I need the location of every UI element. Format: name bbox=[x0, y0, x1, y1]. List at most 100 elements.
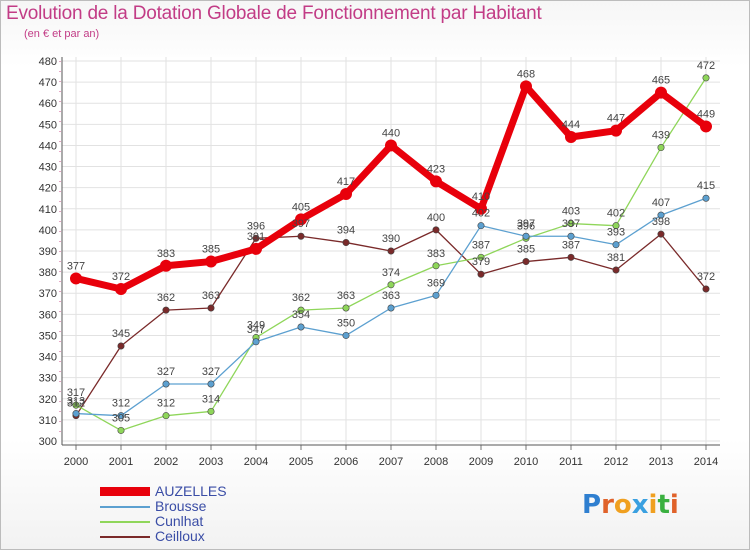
legend-item-ceilloux: Ceilloux bbox=[100, 529, 320, 544]
data-label-ceilloux: 372 bbox=[697, 271, 715, 283]
data-point-ceilloux bbox=[342, 239, 350, 247]
x-tick-label: 2004 bbox=[244, 456, 268, 468]
data-label-brousse: 397 bbox=[562, 218, 580, 230]
logo-letter: P bbox=[582, 490, 602, 520]
data-point-brousse bbox=[702, 194, 710, 202]
data-point-cunlhat bbox=[162, 412, 170, 420]
data-point-ceilloux bbox=[297, 232, 305, 240]
data-point-brousse bbox=[162, 380, 170, 388]
data-label-ceilloux: 396 bbox=[247, 220, 265, 232]
data-point-cunlhat bbox=[432, 262, 440, 270]
data-label-ceilloux: 398 bbox=[652, 216, 670, 228]
logo-letter: i bbox=[648, 490, 658, 520]
data-point-auzelles bbox=[250, 242, 262, 255]
data-point-cunlhat bbox=[117, 426, 125, 434]
data-point-cunlhat bbox=[657, 144, 665, 152]
data-point-auzelles bbox=[340, 188, 352, 200]
data-point-auzelles bbox=[115, 283, 127, 295]
logo-letter: r bbox=[601, 490, 614, 520]
legend-swatch-cunlhat bbox=[100, 521, 150, 523]
data-point-cunlhat bbox=[477, 253, 485, 261]
logo-letter: i bbox=[669, 490, 679, 520]
y-tick-label: 460 bbox=[39, 98, 57, 110]
data-label-cunlhat: 314 bbox=[202, 393, 220, 405]
data-point-cunlhat bbox=[207, 407, 215, 415]
data-label-brousse: 312 bbox=[112, 398, 130, 410]
data-point-brousse bbox=[477, 222, 485, 230]
data-label-cunlhat: 312 bbox=[157, 398, 175, 410]
legend-swatch-auzelles bbox=[100, 487, 150, 496]
data-point-ceilloux bbox=[432, 226, 440, 234]
data-label-ceilloux: 394 bbox=[337, 225, 355, 237]
data-label-brousse: 363 bbox=[382, 290, 400, 302]
data-point-ceilloux bbox=[567, 253, 575, 261]
x-tick-label: 2001 bbox=[109, 456, 133, 468]
data-point-ceilloux bbox=[252, 234, 260, 242]
logo-letter: t bbox=[657, 490, 670, 520]
x-tick-label: 2014 bbox=[694, 456, 718, 468]
data-point-auzelles bbox=[520, 80, 532, 93]
legend-swatch-ceilloux bbox=[100, 536, 150, 538]
proxiti-logo: Proxiti bbox=[582, 490, 679, 520]
data-label-brousse: 327 bbox=[157, 366, 175, 378]
data-point-auzelles bbox=[295, 213, 307, 226]
data-point-ceilloux bbox=[117, 342, 125, 350]
data-label-auzelles: 405 bbox=[292, 201, 310, 213]
data-label-ceilloux: 397 bbox=[292, 218, 310, 230]
data-point-auzelles bbox=[385, 139, 397, 152]
x-tick-label: 2013 bbox=[649, 456, 673, 468]
data-point-brousse bbox=[342, 331, 350, 339]
data-label-brousse: 347 bbox=[247, 324, 265, 336]
y-tick-label: 430 bbox=[39, 162, 57, 174]
y-tick-label: 380 bbox=[39, 267, 57, 279]
data-label-cunlhat: 472 bbox=[697, 60, 715, 72]
x-tick-label: 2000 bbox=[64, 456, 88, 468]
y-tick-label: 350 bbox=[39, 330, 57, 342]
data-point-brousse bbox=[612, 241, 620, 249]
y-tick-label: 300 bbox=[39, 436, 57, 448]
data-label-brousse: 393 bbox=[607, 227, 625, 239]
data-point-auzelles bbox=[700, 120, 712, 133]
data-label-ceilloux: 387 bbox=[562, 239, 580, 251]
data-label-ceilloux: 312 bbox=[67, 398, 85, 410]
data-point-brousse bbox=[207, 380, 215, 388]
data-label-auzelles: 372 bbox=[112, 271, 130, 283]
x-tick-label: 2005 bbox=[289, 456, 313, 468]
y-tick-label: 310 bbox=[39, 415, 57, 427]
data-label-brousse: 407 bbox=[652, 197, 670, 209]
x-tick-label: 2007 bbox=[379, 456, 403, 468]
data-label-auzelles: 391 bbox=[247, 231, 265, 243]
data-point-brousse bbox=[567, 232, 575, 240]
y-tick-label: 410 bbox=[39, 204, 57, 216]
data-label-cunlhat: 363 bbox=[337, 290, 355, 302]
data-label-auzelles: 465 bbox=[652, 75, 670, 87]
data-label-brousse: 369 bbox=[427, 277, 445, 289]
data-label-cunlhat: 349 bbox=[247, 320, 265, 332]
data-point-cunlhat bbox=[567, 220, 575, 228]
data-label-ceilloux: 385 bbox=[517, 244, 535, 256]
data-label-ceilloux: 379 bbox=[472, 256, 490, 268]
data-label-auzelles: 444 bbox=[562, 119, 580, 131]
data-label-cunlhat: 396 bbox=[517, 220, 535, 232]
data-label-auzelles: 410 bbox=[472, 191, 490, 203]
y-tick-label: 320 bbox=[39, 394, 57, 406]
y-tick-label: 330 bbox=[39, 373, 57, 385]
chart-subtitle: (en € et par an) bbox=[24, 28, 100, 40]
data-point-ceilloux bbox=[387, 247, 395, 255]
legend-label-auzelles: AUZELLES bbox=[155, 483, 227, 499]
chart-title: Evolution de la Dotation Globale de Fonc… bbox=[6, 3, 542, 24]
data-point-cunlhat bbox=[342, 304, 350, 312]
data-label-brousse: 327 bbox=[202, 366, 220, 378]
legend: AUZELLES Brousse Cunlhat Ceilloux bbox=[100, 484, 320, 544]
x-tick-label: 2002 bbox=[154, 456, 178, 468]
data-point-ceilloux bbox=[702, 285, 710, 293]
legend-label-ceilloux: Ceilloux bbox=[155, 528, 205, 544]
y-tick-label: 370 bbox=[39, 288, 57, 300]
data-label-auzelles: 377 bbox=[67, 260, 85, 272]
legend-swatch-brousse bbox=[100, 506, 150, 508]
data-point-brousse bbox=[657, 211, 665, 219]
x-tick-label: 2009 bbox=[469, 456, 493, 468]
legend-label-brousse: Brousse bbox=[155, 498, 207, 514]
data-label-brousse: 415 bbox=[697, 180, 715, 192]
data-point-cunlhat bbox=[702, 74, 710, 82]
